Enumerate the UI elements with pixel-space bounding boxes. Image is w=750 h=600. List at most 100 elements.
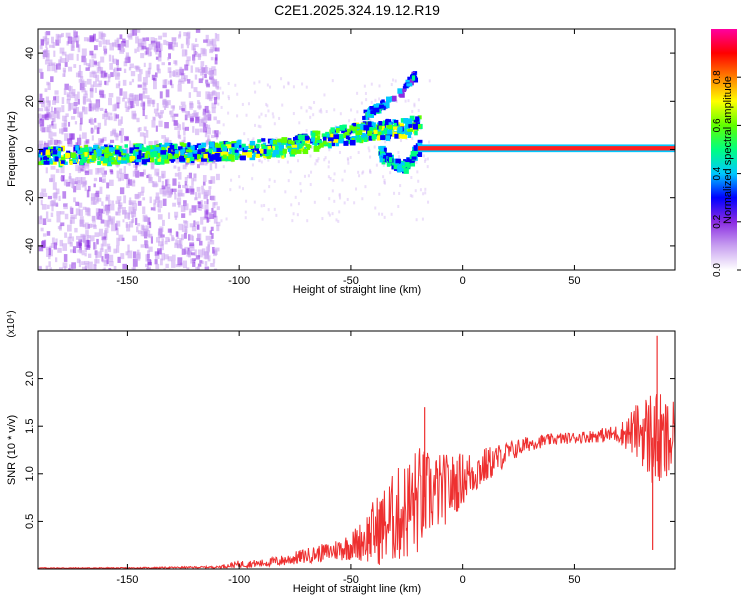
spectrogram-noise-cell (329, 176, 332, 180)
spectrogram-noise-cell (290, 203, 293, 207)
spectrogram-noise-cell (153, 108, 159, 114)
spectrogram-noise-cell (204, 66, 209, 75)
spectrogram-noise-cell (178, 124, 182, 131)
spectrogram-noise-cell (251, 163, 254, 167)
spectrogram-trace-cell (233, 143, 240, 149)
spectrogram-noise-cell (134, 94, 139, 100)
snr-ytick-label: 2.0 (24, 371, 36, 386)
spectrogram-noise-cell (150, 207, 156, 211)
spectrogram-noise-cell (82, 266, 86, 270)
spectrogram-noise-cell (171, 83, 174, 89)
spectrogram-noise-cell (258, 115, 261, 119)
spectrogram-noise-cell (102, 173, 106, 178)
spectrogram-noise-cell (61, 58, 67, 63)
spectrogram-noise-cell (127, 105, 133, 110)
spectrogram-noise-cell (183, 127, 186, 136)
spectrogram-noise-cell (110, 170, 114, 175)
colorbar-tick-label: 0.6 (712, 118, 723, 132)
spectrogram-noise-cell (76, 137, 82, 146)
spectrogram-noise-cell (63, 203, 68, 210)
spectrogram-noise-cell (87, 240, 91, 248)
spectrogram-noise-cell (63, 254, 68, 262)
spectrogram-noise-cell (161, 62, 165, 66)
spectrogram-noise-cell (241, 102, 244, 106)
spectrogram-noise-cell (244, 210, 247, 214)
spectrogram-noise-cell (364, 91, 367, 95)
spectrogram-noise-cell (84, 222, 89, 230)
spectrogram-trace-cell (168, 147, 172, 154)
spectrogram-noise-cell (132, 29, 138, 36)
spectrogram-noise-cell (158, 43, 163, 52)
spectrogram-noise-cell (424, 187, 427, 191)
spectrogram-noise-cell (170, 110, 174, 118)
spectrogram-noise-cell (115, 83, 120, 89)
spectrogram-noise-cell (180, 73, 186, 79)
spectrogram-trace-cell (178, 155, 185, 160)
spectrogram-noise-cell (82, 224, 86, 228)
spectrogram-noise-cell (188, 211, 192, 216)
colorbar-tick-label: 0.8 (712, 70, 723, 84)
spectrogram-noise-cell (411, 109, 414, 113)
spectrogram-noise-cell (141, 186, 145, 193)
spectrogram-noise-cell (76, 241, 81, 248)
spectrogram-trace-cell (386, 96, 392, 103)
spectrogram-trace-cell (178, 146, 183, 151)
spectrogram-trace-cell (93, 150, 98, 155)
spectrogram-noise-cell (77, 177, 83, 185)
spectrogram-noise-cell (199, 128, 203, 133)
spectrogram-trace-cell (229, 146, 233, 153)
spectrogram-noise-cell (209, 235, 213, 242)
spectrogram-noise-cell (193, 221, 197, 225)
spectrogram-noise-cell (178, 78, 184, 83)
spectrogram-noise-cell (189, 102, 193, 110)
spectrogram-noise-cell (74, 227, 78, 233)
spectrogram-trace-cell (291, 148, 297, 155)
spectrogram-trace-cell (372, 107, 378, 113)
spectrogram-noise-cell (61, 32, 64, 37)
spectrogram-noise-cell (343, 169, 346, 173)
spectrogram-noise-cell (70, 43, 74, 51)
spectrogram-trace-cell (78, 152, 85, 157)
spectrogram-trace-cell (401, 164, 406, 169)
spectrogram-noise-cell (104, 119, 107, 126)
spectrogram-trace-cell (378, 146, 383, 150)
spectrogram-noise-cell (90, 193, 96, 201)
spectrogram-noise-cell (53, 50, 56, 57)
spectrogram-noise-cell (69, 102, 74, 110)
spectrogram-trace-cell (410, 151, 417, 157)
spectrogram-trace-cell (192, 153, 199, 160)
spectrogram-noise-cell (170, 105, 176, 109)
spectrogram-noise-cell (128, 35, 133, 40)
spectrogram-noise-cell (39, 93, 43, 98)
spectrogram-trace-cell (337, 133, 344, 140)
spectrogram-noise-cell (76, 106, 80, 114)
spectrogram-noise-cell (333, 108, 336, 112)
spectrogram-noise-cell (260, 112, 263, 116)
spectrogram-noise-cell (132, 235, 137, 242)
spectrogram-noise-cell (178, 134, 182, 140)
spectrogram-noise-cell (169, 139, 172, 145)
spectrogram-noise-cell (382, 163, 385, 167)
spectrogram-noise-cell (86, 98, 92, 102)
spectrogram-noise-cell (413, 102, 416, 106)
spectrogram-noise-cell (216, 120, 221, 124)
spectrogram-noise-cell (333, 172, 336, 176)
spectrogram-noise-cell (147, 97, 152, 104)
spectrogram-noise-cell (45, 105, 50, 112)
spectrogram-noise-cell (236, 114, 239, 118)
spectrogram-trace-cell (387, 124, 392, 130)
spectrogram-xtick-label: -150 (116, 275, 138, 287)
spectrogram-trace-cell (332, 138, 339, 143)
spectrogram-noise-cell (130, 71, 136, 77)
spectrogram-noise-cell (339, 196, 342, 200)
spectrogram-noise-cell (74, 94, 78, 102)
spectrogram-noise-cell (185, 60, 190, 66)
spectrogram-noise-cell (157, 200, 163, 209)
spectrogram-noise-cell (135, 99, 139, 107)
spectrogram-trace-cell (186, 158, 190, 163)
spectrogram-noise-cell (260, 204, 263, 208)
spectrogram-noise-cell (48, 177, 54, 182)
spectrogram-trace-cell (132, 150, 136, 157)
spectrogram-noise-cell (183, 220, 187, 224)
spectrogram-noise-cell (416, 170, 419, 174)
